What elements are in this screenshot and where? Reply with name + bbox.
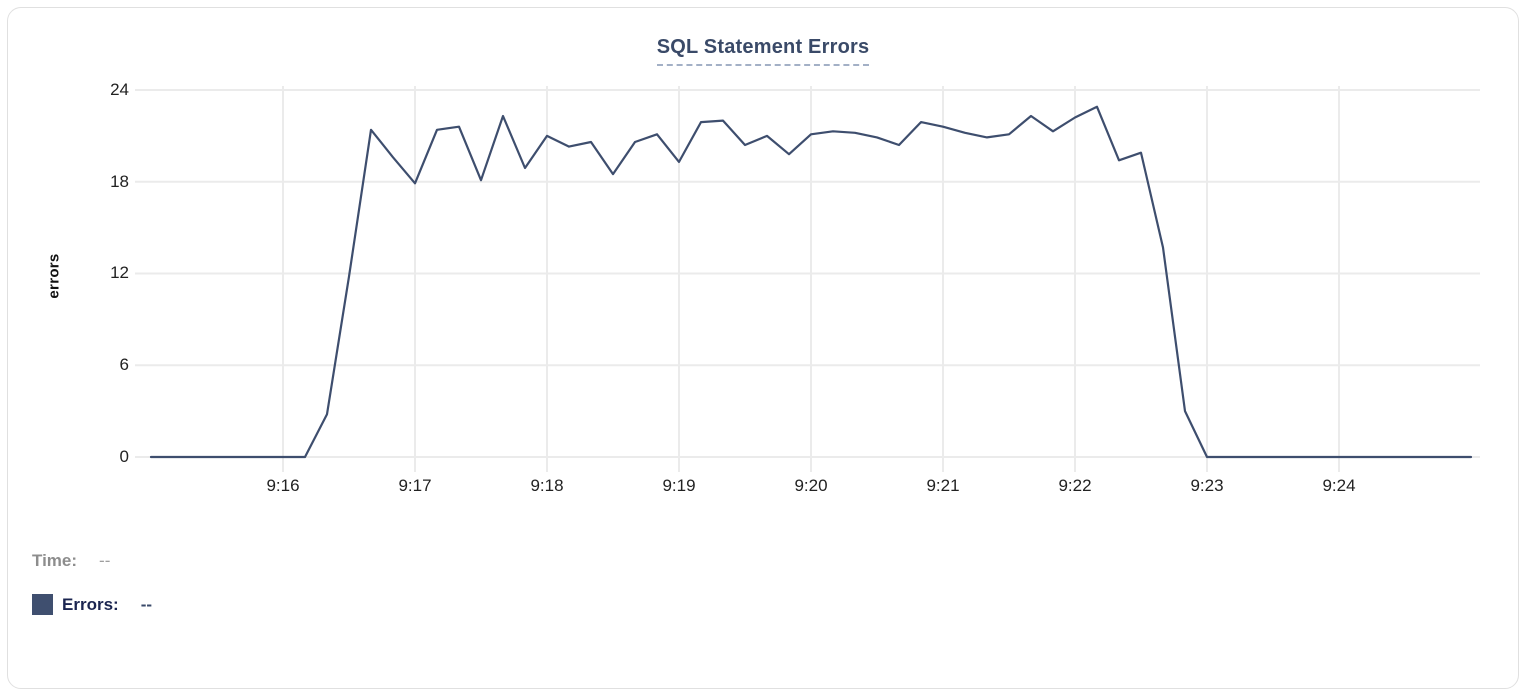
y-tick-label: 18	[110, 171, 129, 191]
line-chart-plot-area[interactable]	[135, 78, 1480, 478]
chart-header: SQL Statement Errors	[8, 36, 1518, 66]
y-tick-label: 0	[119, 447, 129, 466]
x-tick-label: 9:24	[1322, 476, 1356, 495]
errors-series-line	[149, 105, 1473, 459]
y-tick-label: 12	[110, 263, 129, 283]
x-tick-label: 9:19	[662, 476, 696, 495]
y-tick-label: 24	[110, 79, 129, 99]
legend-row-time: Time: --	[32, 551, 110, 571]
time-legend-label: Time:	[32, 551, 78, 570]
x-tick-label: 9:20	[794, 476, 828, 495]
errors-legend-swatch-icon	[32, 594, 53, 615]
x-tick-label: 9:17	[398, 476, 432, 495]
errors-legend-label: Errors:	[62, 594, 119, 614]
errors-legend-value: --	[140, 594, 153, 614]
x-tick-label: 9:22	[1058, 476, 1092, 495]
x-tick-label: 9:18	[530, 476, 564, 495]
chart-card: SQL Statement Errors errors 0 6 12 18 24 9:1…	[7, 7, 1519, 689]
x-tick-label: 9:23	[1190, 476, 1224, 495]
chart-title[interactable]: SQL Statement Errors	[656, 36, 870, 66]
x-tick-label: 9:21	[926, 476, 960, 495]
y-tick-label: 6	[119, 355, 129, 375]
time-legend-value: --	[99, 551, 111, 570]
x-tick-label: 9:16	[266, 476, 300, 495]
legend-row-errors: Errors: --	[32, 594, 152, 615]
